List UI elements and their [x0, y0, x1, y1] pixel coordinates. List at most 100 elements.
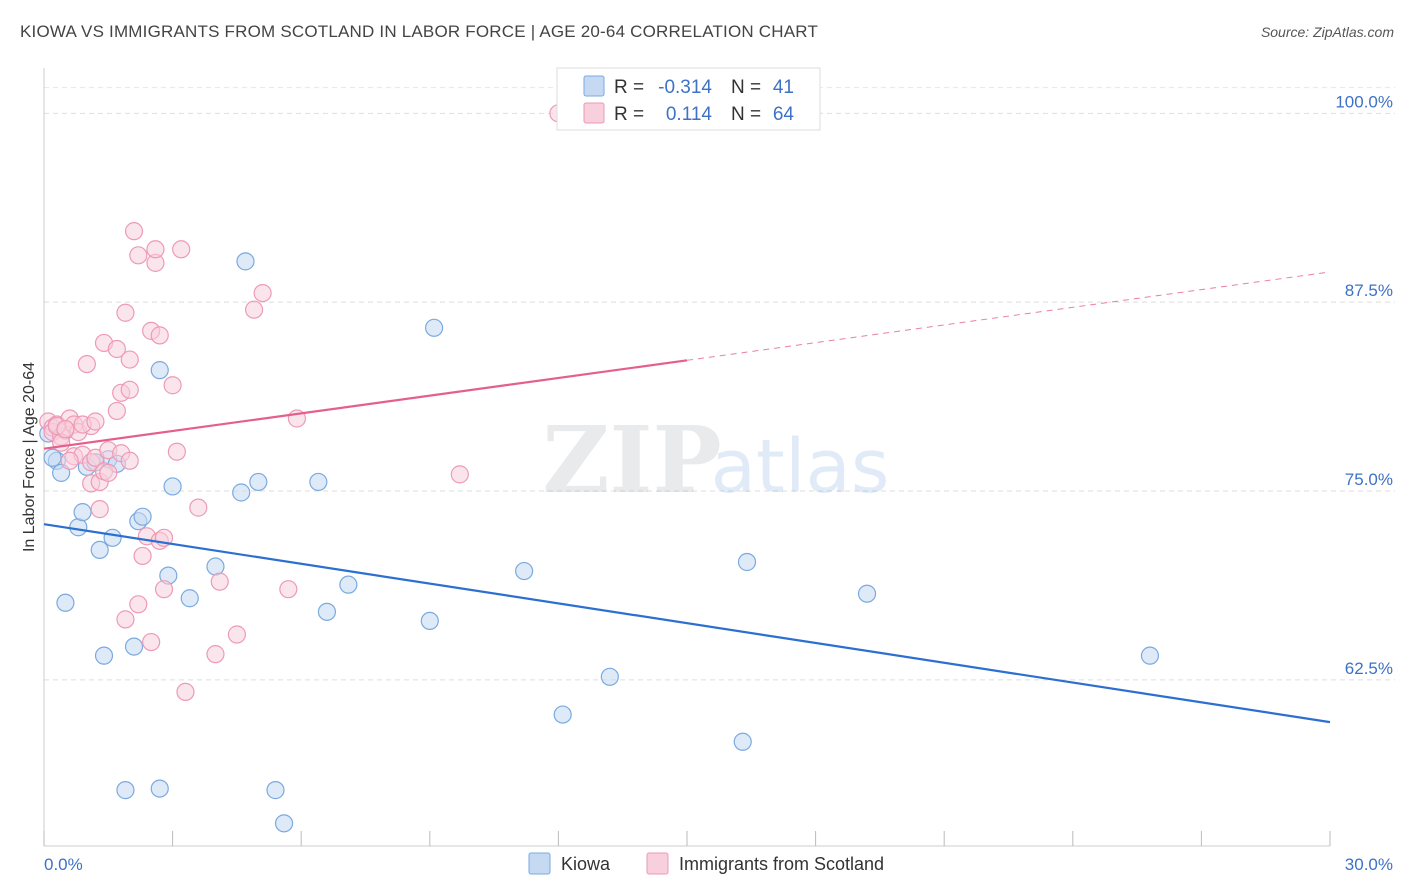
kiowa-point — [249, 472, 268, 492]
legend-label-scotland: Immigrants from Scotland — [679, 854, 884, 874]
kiowa-point — [206, 557, 225, 576]
series-scotland-points — [39, 104, 568, 702]
trend-line-kiowa — [43, 523, 1331, 724]
trend-line-scotland — [43, 359, 688, 450]
scotland-point — [107, 339, 126, 359]
stats-r-label-kiowa: R = — [614, 77, 644, 98]
kiowa-point — [73, 503, 92, 522]
scotland-point — [133, 546, 152, 566]
scotland-point — [120, 350, 139, 369]
kiowa-point — [133, 507, 152, 526]
kiowa-point — [424, 318, 444, 337]
scotland-point — [279, 580, 298, 599]
scotland-point — [210, 572, 229, 591]
scotland-point — [142, 632, 161, 652]
legend: Kiowa Immigrants from Scotland — [528, 852, 884, 875]
source-credit: Source: ZipAtlas.com — [1260, 24, 1394, 40]
stats-box: R = -0.314 N = 41 R = 0.114 N = 64 — [556, 67, 821, 131]
stats-r-value-scotland: 0.114 — [666, 104, 713, 125]
kiowa-point — [69, 518, 88, 537]
scotland-point — [129, 595, 148, 614]
kiowa-point — [163, 477, 182, 496]
y-tick-label: 62.5% — [1345, 659, 1393, 678]
watermark-atlas: atlas — [711, 424, 890, 510]
kiowa-point — [600, 667, 619, 686]
kiowa-point — [420, 611, 439, 631]
stats-n-value-scotland: 64 — [773, 104, 795, 125]
gridlines — [44, 87, 1395, 681]
scotland-point — [86, 412, 105, 431]
kiowa-point — [339, 575, 358, 594]
kiowa-point — [733, 732, 752, 751]
y-tick-label: 87.5% — [1345, 281, 1393, 300]
scotland-point — [253, 283, 272, 303]
y-tick-label: 75.0% — [1345, 470, 1393, 489]
kiowa-point — [43, 448, 62, 467]
scotland-point — [150, 326, 169, 345]
scotland-point — [206, 645, 225, 664]
kiowa-point — [103, 528, 122, 547]
scotland-point — [90, 500, 109, 519]
scotland-point — [99, 463, 118, 482]
scotland-point — [227, 625, 246, 644]
scotland-point — [116, 303, 135, 322]
watermark-zip: ZIP — [542, 406, 721, 514]
scotland-point — [116, 610, 135, 629]
legend-label-kiowa: Kiowa — [561, 854, 611, 874]
scotland-point — [172, 240, 191, 259]
scotland-point — [176, 682, 195, 702]
kiowa-point — [857, 584, 877, 603]
y-tick-label: 100.0% — [1335, 92, 1393, 111]
scotland-point — [56, 419, 75, 439]
stats-swatch-scotland — [583, 102, 605, 124]
kiowa-point — [232, 483, 251, 502]
kiowa-point — [56, 593, 75, 612]
stats-n-label-kiowa: N = — [731, 77, 761, 98]
y-axis-tick-labels: 62.5% 75.0% 87.5% 100.0% — [1335, 92, 1393, 678]
y-axis-title: In Labor Force | Age 20-64 — [21, 362, 38, 552]
scotland-point — [129, 246, 148, 265]
legend-swatch-kiowa — [528, 852, 551, 875]
x-tick-label-max: 30.0% — [1345, 855, 1393, 874]
x-axis-ticks — [43, 831, 1331, 846]
kiowa-point — [90, 540, 109, 560]
x-tick-label-min: 0.0% — [44, 855, 83, 874]
scotland-point — [163, 376, 182, 395]
scotland-point — [107, 401, 126, 421]
kiowa-point — [309, 472, 328, 492]
kiowa-point — [737, 552, 757, 572]
scotland-point — [450, 465, 469, 484]
kiowa-point — [515, 561, 534, 581]
kiowa-point — [266, 781, 285, 800]
kiowa-point — [1140, 646, 1160, 665]
stats-swatch-kiowa — [583, 75, 605, 97]
kiowa-point — [236, 252, 255, 271]
kiowa-point — [317, 602, 337, 621]
kiowa-point — [94, 646, 114, 665]
scotland-point — [167, 442, 186, 461]
kiowa-point — [180, 589, 199, 608]
stats-n-value-kiowa: 41 — [773, 77, 794, 98]
watermark: ZIP atlas — [542, 406, 889, 514]
legend-swatch-scotland — [646, 852, 669, 875]
scotland-point — [120, 451, 139, 470]
scotland-point — [189, 498, 208, 517]
scotland-point — [77, 354, 96, 374]
stats-r-value-kiowa: -0.314 — [658, 77, 712, 98]
kiowa-point — [124, 637, 144, 656]
scotland-point — [60, 451, 79, 470]
kiowa-point — [150, 361, 169, 380]
chart-title: KIOWA VS IMMIGRANTS FROM SCOTLAND IN LAB… — [20, 22, 819, 41]
trend-line-scotland-extension — [686, 271, 1331, 361]
kiowa-point — [150, 779, 169, 798]
stats-r-label-scotland: R = — [614, 104, 644, 125]
trend-lines — [43, 271, 1331, 724]
kiowa-point — [553, 705, 572, 724]
scotland-point — [120, 380, 139, 399]
scotland-point — [146, 240, 165, 259]
scotland-point — [124, 222, 144, 241]
scotland-point — [244, 300, 264, 319]
kiowa-point — [116, 781, 135, 800]
stats-n-label-scotland: N = — [731, 104, 761, 125]
